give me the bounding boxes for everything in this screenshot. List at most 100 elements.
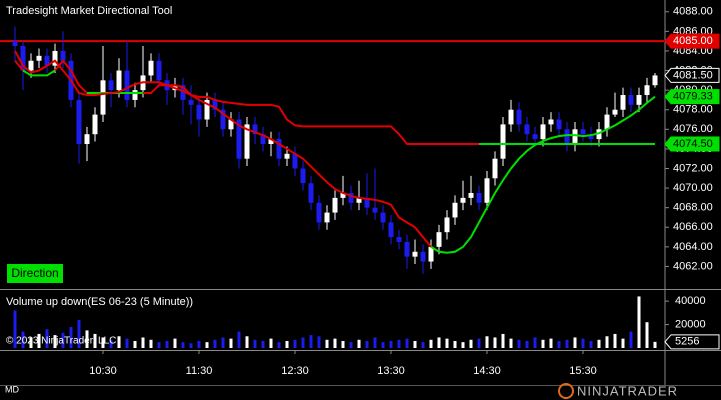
volume-bar (341, 340, 345, 348)
volume-bar (285, 340, 289, 348)
volume-bar (629, 331, 633, 348)
candle-body (276, 139, 282, 159)
volume-bar (101, 337, 105, 348)
price-tag (664, 67, 720, 83)
candle-body (548, 119, 554, 125)
y-tick-label: 4070.00 (673, 182, 713, 194)
candle-body (268, 139, 274, 144)
candle-body (116, 70, 122, 91)
candle-body (20, 46, 26, 71)
logo-icon (558, 383, 574, 399)
direction-button-label[interactable]: Direction (11, 266, 58, 280)
candle-body (468, 192, 474, 198)
volume-bar (533, 337, 537, 348)
candle-body (476, 192, 482, 203)
volume-bar (597, 339, 601, 348)
volume-bar (253, 339, 257, 348)
direction-button[interactable] (7, 264, 63, 283)
candle-body (76, 99, 82, 144)
volume-bar (245, 336, 249, 348)
candle-body (84, 134, 90, 144)
candle-body (52, 50, 58, 66)
candle-body (460, 197, 466, 203)
volume-bar (413, 340, 417, 348)
volume-bar (557, 340, 561, 348)
indicator-line (14, 50, 432, 248)
candle-body (516, 109, 522, 125)
volume-bar (365, 340, 369, 348)
volume-bar (197, 340, 201, 348)
price-tag-label: 4081.50 (673, 69, 713, 81)
volume-bar (301, 337, 305, 348)
volume-bar (477, 338, 481, 348)
y-tick-label: 40000 (675, 295, 706, 307)
volume-bar (229, 338, 233, 348)
volume-bar (573, 337, 577, 348)
y-tick-label: 4068.00 (673, 202, 713, 214)
price-pane (0, 26, 664, 274)
axes: 4062.00 4064.00 4066.00 4068.00 4070.00 4072.… (89, 6, 720, 377)
candle-body (644, 85, 650, 96)
candle-body (188, 99, 194, 105)
candle-body (372, 207, 378, 213)
volume-bar (45, 329, 49, 348)
volume-bar (397, 339, 401, 348)
candle-body (284, 153, 290, 159)
volume-bar (317, 336, 321, 348)
candle-body (492, 158, 498, 179)
volume-bar (541, 339, 545, 348)
price-tag-label: 4085.00 (673, 35, 713, 47)
x-tick-label: 11:30 (186, 365, 213, 377)
candle-body (196, 104, 202, 120)
y-tick-label: 4066.00 (673, 221, 713, 233)
volume-bar (237, 331, 241, 348)
x-tick-label: 15:30 (569, 365, 597, 377)
volume-bar (37, 333, 41, 348)
volume-bar (173, 338, 177, 348)
volume-bar (125, 338, 129, 348)
volume-bar (325, 339, 329, 348)
footer-label: MD (5, 384, 19, 394)
volume-bar (645, 322, 649, 348)
volume-bar (117, 336, 121, 348)
volume-bar (29, 337, 33, 348)
candle-body (436, 232, 442, 247)
volume-bar (381, 342, 385, 348)
candle-body (620, 95, 626, 110)
volume-bar (13, 310, 17, 348)
candle-body (628, 95, 634, 105)
candle-body (212, 99, 218, 110)
candle-body (348, 192, 354, 203)
volume-bar (277, 342, 281, 348)
volume-bar (261, 340, 265, 348)
y-tick-label: 20000 (675, 318, 706, 330)
x-tick-label: 14:30 (473, 365, 501, 377)
volume-bar (269, 338, 273, 348)
candle-body (220, 109, 226, 130)
candle-body (300, 168, 306, 184)
volume-bar (493, 337, 497, 348)
volume-bar (165, 340, 169, 348)
volume-bar (469, 339, 473, 348)
candle-body (148, 60, 154, 76)
candle-body (204, 99, 210, 120)
candle-body (588, 134, 594, 140)
y-tick-label: 4088.00 (673, 6, 713, 18)
candle-body (500, 124, 506, 159)
price-tag-label: 4074.50 (673, 138, 713, 150)
candle-body (340, 192, 346, 198)
candle-body (412, 251, 418, 257)
volume-bar (141, 337, 145, 348)
x-tick-label: 10:30 (89, 365, 117, 377)
candle-body (36, 55, 42, 61)
copyright: © 2023 NinjaTrader, LLC (6, 336, 116, 347)
price-tag (664, 89, 720, 105)
y-tick-label: 4062.00 (673, 260, 713, 272)
volume-bar (613, 333, 617, 348)
volume-bar (605, 336, 609, 348)
volume-pane (13, 296, 657, 348)
candle-body (356, 197, 362, 203)
candle-body (100, 80, 106, 115)
candle-body (12, 41, 18, 47)
volume-bar (445, 338, 449, 348)
